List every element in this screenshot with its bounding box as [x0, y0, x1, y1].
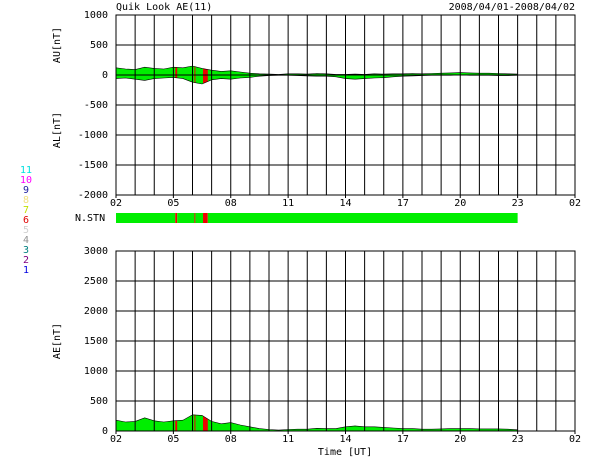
- x-tick-label: 11: [282, 198, 294, 209]
- station-legend-label: 10: [20, 175, 32, 186]
- area: [116, 75, 518, 84]
- station-legend-label: 11: [20, 165, 32, 176]
- y-tick-label: 1000: [84, 366, 108, 377]
- y-tick-label: -2000: [78, 190, 108, 201]
- nstn-segment: [195, 213, 204, 223]
- x-tick-label: 02: [569, 198, 581, 209]
- y-tick-label: 2500: [84, 276, 108, 287]
- y-tick-label: 1000: [84, 10, 108, 21]
- y-tick-label: 500: [90, 40, 108, 51]
- y-axis-label: AL[nT]: [52, 112, 63, 148]
- y-tick-label: 0: [102, 426, 108, 437]
- area: [116, 414, 518, 431]
- station-legend-label: 4: [23, 235, 29, 246]
- station-legend-label: 3: [23, 245, 29, 256]
- y-tick-label: 500: [90, 396, 108, 407]
- x-tick-label: 02: [569, 434, 581, 445]
- x-tick-label: 05: [167, 198, 179, 209]
- y-tick-label: 1500: [84, 336, 108, 347]
- nstn-segment: [175, 213, 178, 223]
- station-legend-label: 2: [23, 255, 29, 266]
- y-axis-label: AE[nT]: [52, 323, 63, 359]
- y-tick-label: 0: [102, 70, 108, 81]
- x-tick-label: 05: [167, 434, 179, 445]
- x-tick-label: 14: [339, 434, 351, 445]
- y-tick-label: 3000: [84, 246, 108, 257]
- area: [116, 66, 518, 75]
- x-tick-label: 23: [512, 198, 524, 209]
- x-tick-label: 08: [225, 198, 237, 209]
- x-tick-label: 08: [225, 434, 237, 445]
- x-tick-label: 11: [282, 434, 294, 445]
- nstn-segment: [207, 213, 518, 223]
- nstn-segment: [177, 213, 195, 223]
- station-legend-label: 1: [23, 265, 29, 276]
- x-tick-label: 20: [454, 198, 466, 209]
- station-legend-label: 6: [23, 215, 29, 226]
- station-legend-label: 7: [23, 205, 29, 216]
- station-legend-label: 8: [23, 195, 29, 206]
- nstn-segment: [203, 213, 208, 223]
- x-tick-label: 17: [397, 198, 409, 209]
- nstn-segment: [116, 213, 176, 223]
- line: [115, 414, 518, 431]
- y-tick-label: -500: [84, 100, 108, 111]
- nstn-label: N.STN: [75, 213, 105, 224]
- nstn-segment: [194, 213, 196, 223]
- x-tick-label: 20: [454, 434, 466, 445]
- x-tick-label: 14: [339, 198, 351, 209]
- x-tick-label: 17: [397, 434, 409, 445]
- x-axis-label: Time [UT]: [318, 447, 372, 458]
- station-legend-label: 9: [23, 185, 29, 196]
- y-tick-label: -1500: [78, 160, 108, 171]
- plot-frame: [115, 250, 576, 432]
- x-tick-label: 02: [110, 198, 122, 209]
- date-range: 2008/04/01-2008/04/02: [449, 2, 575, 13]
- chart-title: Quik Look AE(11): [116, 2, 212, 13]
- plot-frame: [115, 14, 576, 196]
- station-legend-label: 5: [23, 225, 29, 236]
- y-axis-label: AU[nT]: [52, 27, 63, 63]
- x-tick-label: 23: [512, 434, 524, 445]
- x-tick-label: 02: [110, 434, 122, 445]
- y-tick-label: -1000: [78, 130, 108, 141]
- line: [115, 65, 518, 75]
- y-tick-label: 2000: [84, 306, 108, 317]
